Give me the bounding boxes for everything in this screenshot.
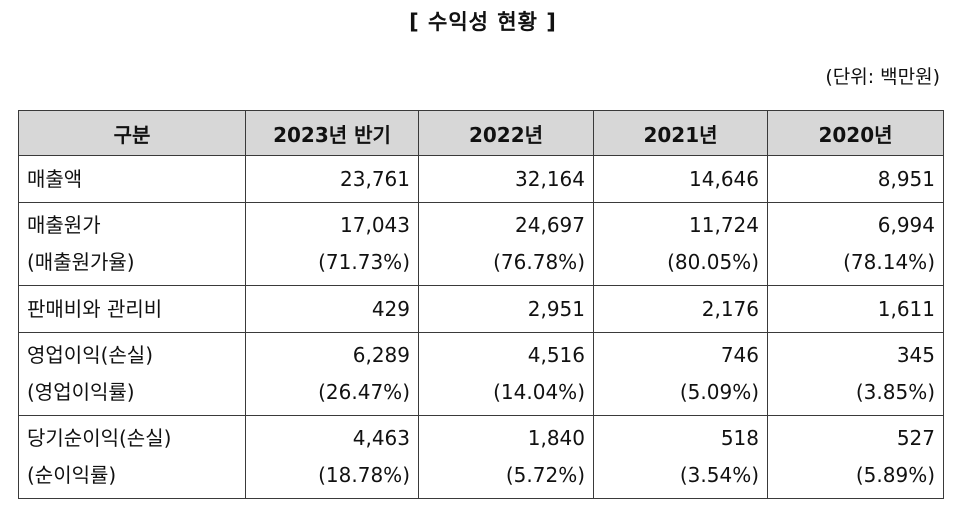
- row-label: 매출액: [18, 155, 246, 203]
- cell-value: 32,164: [418, 155, 594, 203]
- cell-value: 6,994 (78.14%): [767, 202, 944, 286]
- cell-value: 8,951: [767, 155, 944, 203]
- cell-value: 345 (3.85%): [767, 332, 944, 416]
- row-label: 당기순이익(손실) (순이익률): [18, 415, 246, 499]
- cell-value: 23,761: [245, 155, 419, 203]
- cell-value: 4,516 (14.04%): [418, 332, 594, 416]
- table-row-sga: 판매비와 관리비 429 2,951 2,176 1,611: [18, 285, 944, 333]
- cell-value: 6,289 (26.47%): [245, 332, 419, 416]
- header-2022: 2022년: [418, 110, 594, 156]
- cell-value: 2,951: [418, 285, 594, 333]
- cell-value: 429: [245, 285, 419, 333]
- profitability-table: 구분 2023년 반기 2022년 2021년 2020년 매출액 23,761…: [18, 110, 944, 499]
- table-title: [ 수익성 현황 ]: [409, 10, 557, 34]
- table-row-cost-of-sales: 매출원가 (매출원가율) 17,043 (71.73%) 24,697 (76.…: [18, 202, 944, 286]
- header-row: 구분 2023년 반기 2022년 2021년 2020년: [18, 110, 944, 156]
- table-row-operating-income: 영업이익(손실) (영업이익률) 6,289 (26.47%) 4,516 (1…: [18, 332, 944, 416]
- table-row-revenue: 매출액 23,761 32,164 14,646 8,951: [18, 155, 944, 203]
- cell-value: 746 (5.09%): [593, 332, 768, 416]
- cell-value: 24,697 (76.78%): [418, 202, 594, 286]
- cell-value: 518 (3.54%): [593, 415, 768, 499]
- cell-value: 4,463 (18.78%): [245, 415, 419, 499]
- table-row-net-income: 당기순이익(손실) (순이익률) 4,463 (18.78%) 1,840 (5…: [18, 415, 944, 499]
- header-category: 구분: [18, 110, 246, 156]
- header-2023-half: 2023년 반기: [245, 110, 419, 156]
- cell-value: 527 (5.89%): [767, 415, 944, 499]
- cell-value: 1,840 (5.72%): [418, 415, 594, 499]
- cell-value: 17,043 (71.73%): [245, 202, 419, 286]
- row-label: 매출원가 (매출원가율): [18, 202, 246, 286]
- header-2020: 2020년: [767, 110, 944, 156]
- header-2021: 2021년: [593, 110, 768, 156]
- cell-value: 14,646: [593, 155, 768, 203]
- cell-value: 1,611: [767, 285, 944, 333]
- cell-value: 2,176: [593, 285, 768, 333]
- row-label: 영업이익(손실) (영업이익률): [18, 332, 246, 416]
- unit-note: (단위: 백만원): [825, 66, 940, 88]
- cell-value: 11,724 (80.05%): [593, 202, 768, 286]
- row-label: 판매비와 관리비: [18, 285, 246, 333]
